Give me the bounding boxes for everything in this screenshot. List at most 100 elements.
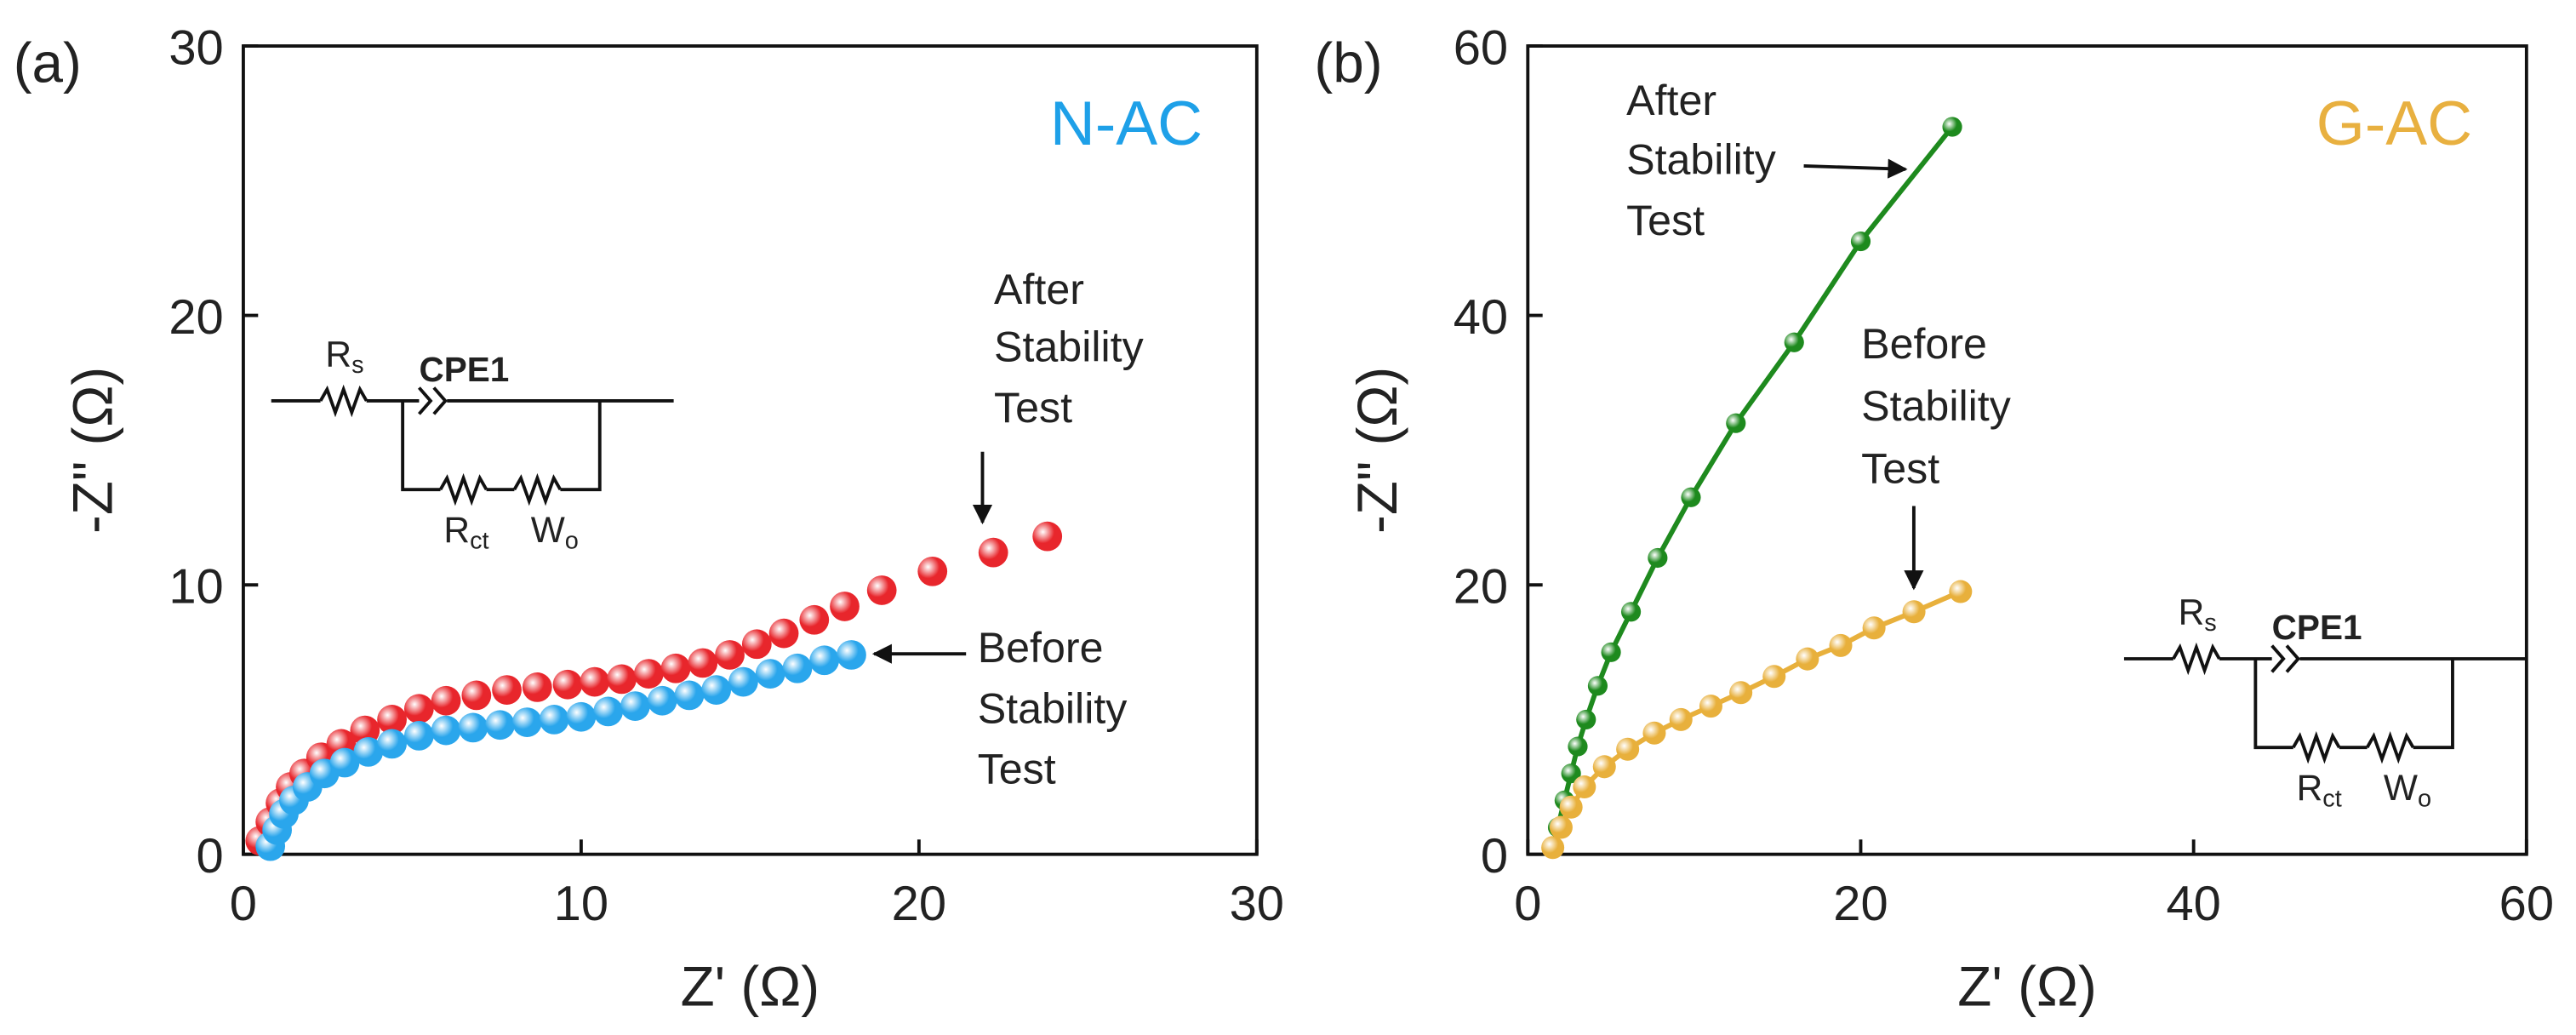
data-point [1681, 487, 1701, 507]
y-axis-label: -Z" (Ω) [1346, 367, 1408, 534]
y-tick-label: 20 [1454, 559, 1508, 614]
annotation: Test [978, 746, 1056, 793]
data-point [633, 659, 664, 689]
annotation: Before [978, 624, 1104, 672]
circuit-label-main: R [325, 334, 351, 374]
data-point [799, 604, 830, 635]
annotation: Before [1861, 320, 1987, 368]
circuit-label: Rct [2297, 768, 2342, 813]
circuit-label-main: R [443, 510, 470, 550]
data-point [1032, 521, 1063, 552]
annotation-arrow [1803, 158, 1908, 179]
x-tick-label: 10 [554, 877, 608, 931]
x-tick-label: 60 [2499, 877, 2554, 931]
circuit-label-sub: o [2418, 786, 2431, 813]
y-tick-label: 40 [1454, 290, 1508, 345]
circuit-label: Rct [443, 510, 488, 555]
data-point [866, 575, 897, 605]
data-point [1726, 413, 1746, 433]
data-point [1559, 795, 1583, 819]
data-point [1829, 633, 1853, 657]
data-point [660, 653, 691, 683]
circuit-label-main: R [2179, 592, 2205, 632]
data-point [768, 618, 799, 649]
circuit-label-sub: ct [470, 528, 489, 555]
cpe [417, 386, 448, 415]
data-point [1592, 755, 1616, 779]
data-point [522, 672, 552, 702]
data-point [1942, 117, 1962, 137]
data-point [552, 669, 583, 700]
data-point [1949, 580, 1973, 603]
x-tick-label: 0 [230, 877, 257, 931]
annotation: Stability [978, 684, 1128, 732]
x-axis-label: Z' (Ω) [1957, 955, 2097, 1017]
data-point [809, 645, 840, 676]
series-line [1550, 589, 1962, 849]
data-point [431, 685, 461, 716]
data-point [674, 680, 705, 711]
data-point [1648, 547, 1668, 569]
data-point [782, 653, 813, 683]
annotation: Test [1861, 444, 1939, 492]
x-tick-label: 20 [892, 877, 946, 931]
data-point [728, 666, 758, 697]
data-point [1762, 665, 1786, 689]
cpe [2270, 644, 2301, 673]
y-tick-label: 10 [168, 559, 223, 614]
panel-label: (b) [1314, 32, 1382, 94]
y-tick-label: 60 [1454, 20, 1508, 75]
data-point [1587, 676, 1608, 696]
resistor [438, 472, 488, 506]
data-point [1541, 836, 1565, 860]
resistor [2292, 730, 2341, 764]
data-point [978, 537, 1008, 568]
x-axis-label: Z' (Ω) [681, 955, 820, 1017]
circuit-label: CPE1 [2272, 608, 2362, 647]
data-point [1549, 815, 1573, 839]
data-point [431, 715, 461, 746]
annotation: Stability [994, 323, 1144, 371]
data-point [593, 696, 624, 727]
data-point [492, 675, 522, 705]
data-point [607, 664, 637, 695]
circuit-label: Wo [2384, 768, 2431, 813]
circuit: Rs CPE1 Rct Wo [271, 334, 674, 555]
data-point [377, 705, 407, 735]
wire [271, 399, 674, 492]
data-point [512, 707, 542, 737]
data-point [580, 666, 610, 697]
warburg [512, 472, 563, 506]
data-point [1796, 647, 1819, 671]
data-point [1568, 736, 1588, 757]
data-point [688, 648, 718, 678]
annotation: Stability [1626, 136, 1776, 184]
y-tick-label: 30 [168, 20, 223, 75]
data-point [755, 659, 785, 689]
data-point [485, 710, 515, 741]
data-point [837, 640, 866, 670]
circuit-label-sub: s [2204, 609, 2216, 637]
circuit-label-main: CPE1 [419, 350, 509, 389]
y-tick-label: 0 [197, 829, 224, 883]
data-point [917, 556, 948, 586]
data-point [647, 685, 677, 716]
data-point [539, 705, 569, 735]
annotation: After [1626, 77, 1716, 124]
x-tick-label: 20 [1833, 877, 1888, 931]
data-point [1576, 709, 1596, 729]
data-point [1729, 681, 1753, 705]
data-point [620, 691, 650, 721]
warburg [2365, 730, 2415, 764]
circuit-label-main: W [2384, 768, 2418, 808]
data-point [403, 721, 434, 751]
data-point [1699, 695, 1722, 718]
y-tick-label: 0 [1481, 829, 1508, 883]
data-point [830, 592, 860, 621]
data-point [1862, 616, 1886, 640]
x-tick-label: 40 [2166, 877, 2220, 931]
data-point [741, 629, 772, 660]
x-tick-label: 0 [1514, 877, 1541, 931]
